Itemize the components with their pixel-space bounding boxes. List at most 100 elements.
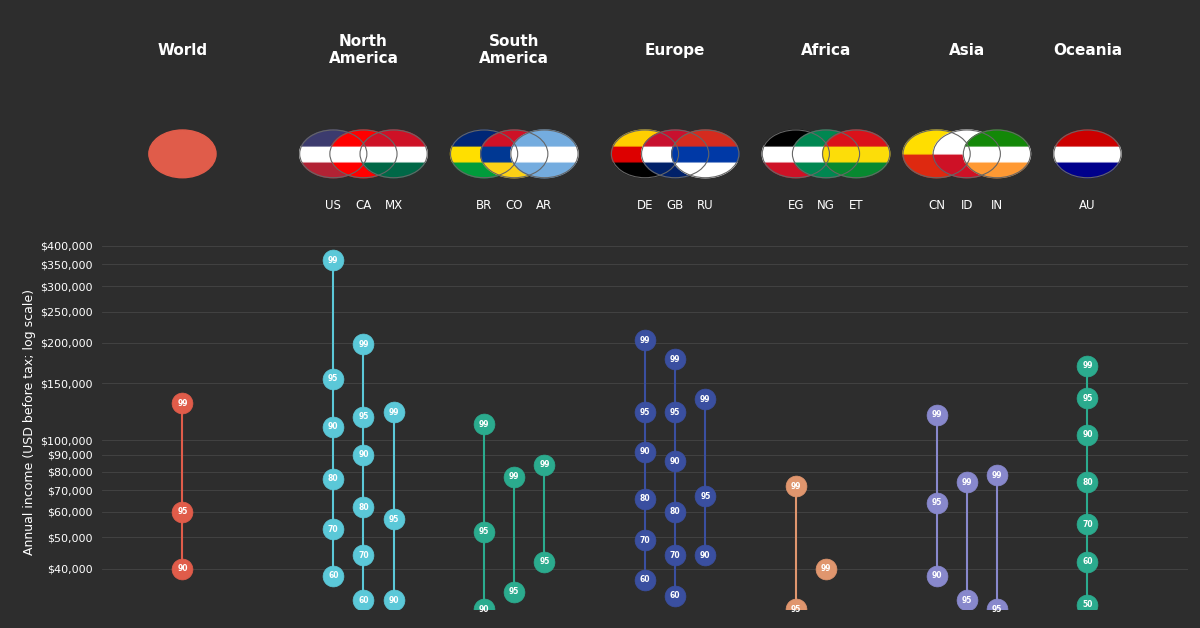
Polygon shape xyxy=(643,130,707,146)
Text: 95: 95 xyxy=(1082,394,1093,403)
Text: GB: GB xyxy=(666,200,684,212)
Text: 80: 80 xyxy=(358,503,368,512)
Polygon shape xyxy=(613,162,677,178)
Text: 90: 90 xyxy=(670,457,680,466)
Text: Africa: Africa xyxy=(800,43,851,58)
Text: 99: 99 xyxy=(389,408,398,417)
Text: 95: 95 xyxy=(640,408,650,417)
Text: 95: 95 xyxy=(670,408,680,417)
Text: 95: 95 xyxy=(991,605,1002,614)
Text: 60: 60 xyxy=(640,575,650,584)
Polygon shape xyxy=(673,162,737,178)
Text: 95: 95 xyxy=(328,374,338,383)
Text: 70: 70 xyxy=(670,551,680,560)
Text: DE: DE xyxy=(637,200,653,212)
Polygon shape xyxy=(794,130,858,146)
Text: Asia: Asia xyxy=(949,43,985,58)
Y-axis label: Annual income (USD before tax; log scale): Annual income (USD before tax; log scale… xyxy=(23,290,36,555)
Text: 70: 70 xyxy=(358,551,368,560)
Text: 99: 99 xyxy=(539,460,550,469)
Text: US: US xyxy=(325,200,341,212)
Polygon shape xyxy=(481,146,548,162)
Polygon shape xyxy=(764,130,828,146)
Polygon shape xyxy=(300,146,367,162)
Text: CA: CA xyxy=(355,200,372,212)
Text: 60: 60 xyxy=(1082,558,1093,566)
Polygon shape xyxy=(904,130,971,154)
Polygon shape xyxy=(822,146,889,162)
Text: 99: 99 xyxy=(791,482,802,491)
Text: 95: 95 xyxy=(509,587,520,596)
Polygon shape xyxy=(511,146,578,162)
Text: 90: 90 xyxy=(328,422,338,431)
Polygon shape xyxy=(330,146,397,162)
Text: RU: RU xyxy=(697,200,714,212)
Text: 90: 90 xyxy=(700,551,710,560)
Text: 60: 60 xyxy=(328,571,338,580)
Polygon shape xyxy=(762,146,829,162)
Text: 95: 95 xyxy=(389,514,398,524)
Text: 99: 99 xyxy=(358,340,368,349)
Polygon shape xyxy=(1056,130,1120,146)
Polygon shape xyxy=(452,130,516,146)
Text: CN: CN xyxy=(928,200,946,212)
Polygon shape xyxy=(612,146,678,162)
Text: 99: 99 xyxy=(670,355,680,364)
Text: 99: 99 xyxy=(509,472,520,482)
Text: 90: 90 xyxy=(358,450,368,460)
Text: 90: 90 xyxy=(640,447,650,457)
Text: IN: IN xyxy=(991,200,1003,212)
Text: 99: 99 xyxy=(931,410,942,419)
Polygon shape xyxy=(331,162,395,178)
Text: 99: 99 xyxy=(328,256,338,265)
Polygon shape xyxy=(643,162,707,178)
Text: 95: 95 xyxy=(791,605,802,614)
Text: 60: 60 xyxy=(670,592,680,600)
Polygon shape xyxy=(964,146,1031,162)
Polygon shape xyxy=(934,130,1001,154)
Polygon shape xyxy=(642,146,709,162)
Text: 99: 99 xyxy=(640,335,650,345)
Polygon shape xyxy=(331,130,395,146)
Polygon shape xyxy=(1054,146,1121,162)
Text: ET: ET xyxy=(848,200,864,212)
Polygon shape xyxy=(824,162,888,178)
Text: MX: MX xyxy=(384,200,403,212)
Text: 70: 70 xyxy=(328,525,338,534)
Text: AU: AU xyxy=(1079,200,1096,212)
Polygon shape xyxy=(450,146,517,162)
Polygon shape xyxy=(792,146,859,162)
Text: 95: 95 xyxy=(931,499,942,507)
Polygon shape xyxy=(512,162,576,178)
Polygon shape xyxy=(613,130,677,146)
Text: 90: 90 xyxy=(931,571,942,580)
Text: 50: 50 xyxy=(1082,600,1093,609)
Polygon shape xyxy=(362,130,425,146)
Text: 70: 70 xyxy=(1082,519,1093,529)
Polygon shape xyxy=(360,146,427,162)
Polygon shape xyxy=(482,130,546,146)
Polygon shape xyxy=(764,162,828,178)
Text: 90: 90 xyxy=(479,605,490,614)
Text: EG: EG xyxy=(787,200,804,212)
Polygon shape xyxy=(301,162,365,178)
Polygon shape xyxy=(934,154,1001,178)
Text: World: World xyxy=(157,43,208,58)
Polygon shape xyxy=(301,130,365,146)
Text: 80: 80 xyxy=(1082,478,1093,487)
Text: 99: 99 xyxy=(961,478,972,487)
Polygon shape xyxy=(904,154,971,178)
Polygon shape xyxy=(824,130,888,146)
Text: BR: BR xyxy=(476,200,492,212)
Text: NG: NG xyxy=(817,200,835,212)
Polygon shape xyxy=(362,162,425,178)
Text: Oceania: Oceania xyxy=(1052,43,1122,58)
Text: 70: 70 xyxy=(640,536,650,545)
Polygon shape xyxy=(672,146,739,162)
Polygon shape xyxy=(452,162,516,178)
Text: 95: 95 xyxy=(359,413,368,421)
Text: 95: 95 xyxy=(961,595,972,605)
Text: 90: 90 xyxy=(1082,430,1093,439)
Text: AR: AR xyxy=(536,200,552,212)
Text: 95: 95 xyxy=(539,558,550,566)
